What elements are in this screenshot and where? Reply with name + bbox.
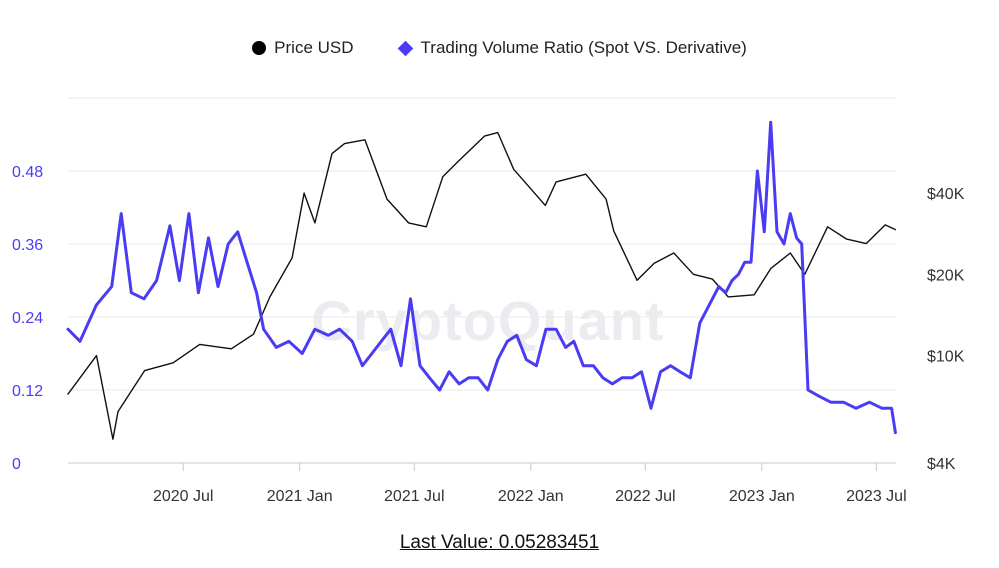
- x-axis: 2020 Jul 2021 Jan 2021 Jul 2022 Jan 2022 Jul…: [68, 462, 907, 505]
- series-group: [66, 120, 897, 440]
- watermark-text: CryptoQuant: [311, 289, 664, 352]
- x-tick-label: 2022 Jul: [615, 488, 676, 505]
- left-tick-label: 0.48: [12, 164, 43, 181]
- price-legend-label: Price USD: [274, 38, 354, 57]
- right-y-axis: $4K $10K $20K $40K: [927, 186, 965, 473]
- legend-item-price[interactable]: Price USD: [252, 38, 354, 58]
- right-tick-label: $40K: [927, 186, 965, 203]
- x-tick-label: 2020 Jul: [153, 488, 214, 505]
- left-y-axis: 0 0.12 0.24 0.36 0.48: [12, 164, 43, 473]
- x-tick-label: 2023 Jul: [846, 488, 907, 505]
- ratio-series-line: [66, 120, 897, 435]
- x-tick-label: 2023 Jan: [729, 488, 795, 505]
- left-tick-label: 0.12: [12, 383, 43, 400]
- left-tick-label: 0: [12, 456, 21, 473]
- x-tick-label: 2021 Jan: [267, 488, 333, 505]
- price-legend-marker: [252, 41, 267, 55]
- last-value-footer: Last Value: 0.05283451: [0, 532, 999, 554]
- legend-item-ratio[interactable]: Trading Volume Ratio (Spot VS. Derivativ…: [397, 38, 747, 58]
- right-tick-label: $4K: [927, 456, 956, 473]
- right-tick-label: $20K: [927, 267, 965, 284]
- x-tick-label: 2021 Jul: [384, 488, 445, 505]
- left-tick-label: 0.24: [12, 310, 43, 327]
- ratio-legend-label: Trading Volume Ratio (Spot VS. Derivativ…: [420, 38, 747, 57]
- chart-legend: Price USD Trading Volume Ratio (Spot VS.…: [0, 38, 999, 58]
- price-series-line: [67, 131, 897, 440]
- x-tick-label: 2022 Jan: [498, 488, 564, 505]
- last-value-text: Last Value: 0.05283451: [399, 532, 600, 553]
- left-tick-label: 0.36: [12, 237, 43, 254]
- right-tick-label: $10K: [927, 349, 965, 366]
